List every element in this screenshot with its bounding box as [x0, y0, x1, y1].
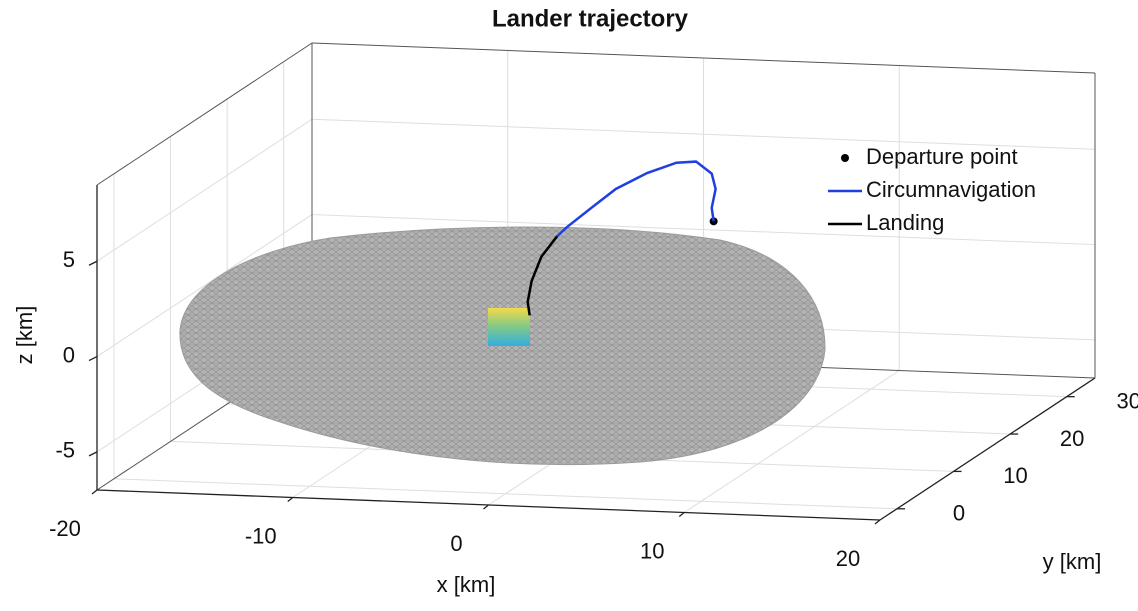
x-tick-label: -10	[245, 523, 277, 548]
legend-marker	[841, 154, 849, 162]
z-tick	[88, 260, 98, 266]
x-tick	[874, 519, 881, 525]
z-tick-label: -5	[55, 438, 75, 463]
y-tick-label: 10	[1003, 463, 1027, 488]
z-tick	[88, 451, 98, 457]
landing-site-patch	[488, 308, 530, 346]
chart-title: Lander trajectory	[492, 5, 689, 32]
box-edge	[311, 42, 1096, 74]
x-tick	[678, 511, 685, 518]
legend-label: Departure point	[866, 144, 1018, 169]
z-tick	[88, 355, 98, 362]
grid-line	[96, 214, 313, 357]
y-tick-label: 0	[953, 501, 965, 526]
box-edge	[96, 42, 313, 186]
z-tick-label: 0	[63, 342, 75, 367]
grid-line	[311, 118, 1096, 150]
grid-line	[683, 370, 900, 513]
x-tick	[287, 496, 294, 503]
y-tick-label: 20	[1060, 426, 1084, 451]
x-tick	[483, 504, 489, 510]
grid-line	[311, 214, 1096, 246]
x-tick-label: 0	[450, 531, 462, 556]
x-tick-label: 20	[836, 546, 860, 571]
z-tick-label: 5	[63, 247, 75, 272]
trajectory-line	[526, 235, 559, 316]
trajectory-line	[556, 160, 717, 238]
y-tick-label: 30	[1116, 388, 1138, 413]
x-tick-label: 10	[640, 538, 664, 563]
x-tick-label: -20	[49, 516, 81, 541]
grid-line	[96, 118, 313, 262]
z-axis-label: z [km]	[12, 306, 37, 365]
legend-label: Landing	[866, 210, 944, 235]
y-axis-label: y [km]	[1043, 549, 1102, 574]
x-axis-label: x [km]	[437, 572, 496, 597]
legend-label: Circumnavigation	[866, 177, 1036, 202]
x-tick	[91, 489, 98, 495]
y-axis-line	[879, 377, 1096, 521]
grid-line	[113, 478, 897, 510]
